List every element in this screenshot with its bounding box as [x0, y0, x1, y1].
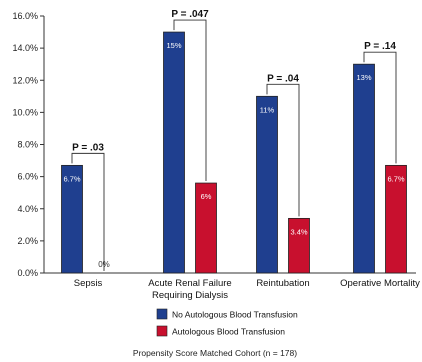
- significance-bracket: [173, 19, 207, 182]
- category-label-line: Reintubation: [256, 278, 309, 289]
- chart-caption: Propensity Score Matched Cohort (n = 178…: [133, 348, 297, 358]
- category-label-line: Sepsis: [74, 278, 103, 289]
- bar: [61, 164, 83, 274]
- legend-label: No Autologous Blood Transfusion: [172, 310, 298, 320]
- bar: [288, 217, 310, 274]
- y-tick-label: 14.0%: [12, 43, 38, 53]
- legend-label: Autologous Blood Transfusion: [172, 327, 285, 337]
- y-tick-label: 4.0%: [17, 204, 38, 214]
- data-label: 3.4%: [290, 227, 307, 236]
- y-tick-label: 8.0%: [17, 140, 38, 150]
- y-tick-label: 0.0%: [17, 268, 38, 278]
- bar: [163, 31, 185, 274]
- data-label: 6%: [201, 192, 212, 201]
- significance-bracket: [266, 83, 300, 217]
- y-tick-label: 2.0%: [17, 236, 38, 246]
- data-label: 6.7%: [387, 174, 404, 183]
- bar: [353, 63, 375, 274]
- significance-bracket: [71, 152, 105, 271]
- category-label: Acute Renal Failure Requiring Dialysis: [148, 278, 231, 301]
- y-tick-label: 10.0%: [12, 107, 38, 117]
- data-label: 11%: [260, 105, 275, 114]
- p-value-label: P = .14: [364, 41, 396, 52]
- y-tick-label: 6.0%: [17, 172, 38, 182]
- data-label: 15%: [166, 41, 181, 50]
- data-label: 6.7%: [63, 174, 80, 183]
- category-label-line: Operative Mortality: [340, 278, 420, 289]
- y-tick-label: 16.0%: [12, 11, 38, 21]
- category-label-line: Acute Renal Failure: [148, 278, 231, 289]
- category-label-line: Requiring Dialysis: [152, 290, 228, 301]
- data-label: 13%: [356, 73, 371, 82]
- p-value-label: P = .047: [171, 9, 209, 20]
- category-label: Reintubation: [256, 278, 309, 289]
- bar: [256, 95, 278, 274]
- category-label: Sepsis: [74, 278, 103, 289]
- y-tick-label: 12.0%: [12, 75, 38, 85]
- category-label: Operative Mortality: [340, 278, 420, 289]
- legend-swatch: [156, 308, 168, 320]
- bar: [385, 164, 407, 274]
- p-value-label: P = .03: [72, 142, 104, 153]
- bar: [195, 182, 217, 274]
- significance-bracket: [363, 51, 397, 164]
- p-value-label: P = .04: [267, 73, 299, 84]
- legend-swatch: [156, 325, 168, 337]
